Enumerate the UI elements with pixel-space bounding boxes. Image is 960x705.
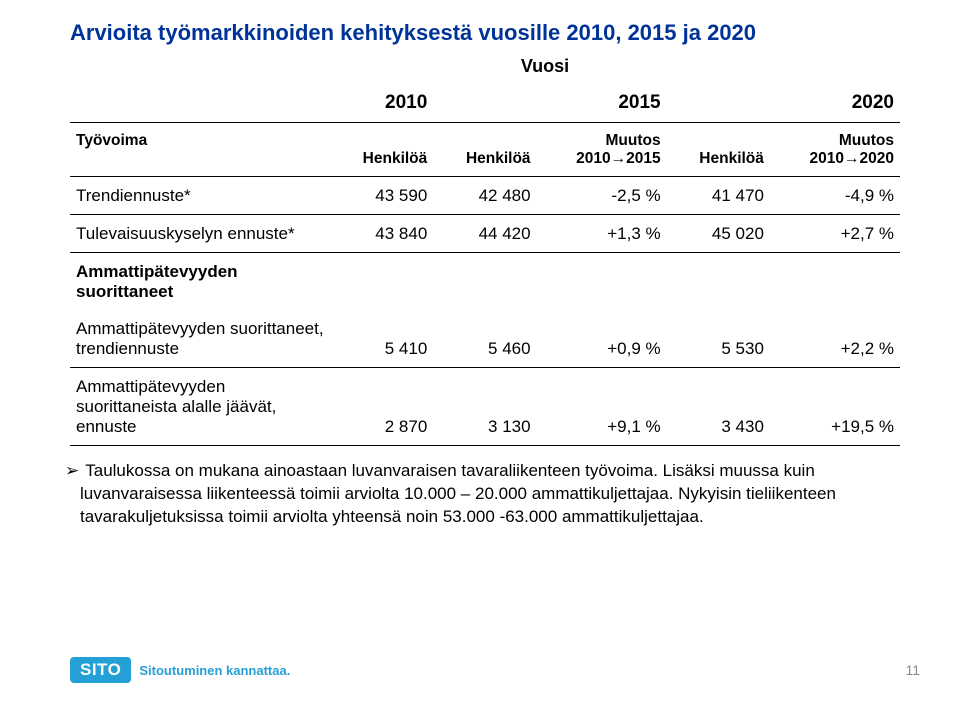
cell: +19,5 %	[770, 368, 900, 446]
footnote: ➢Taulukossa on mukana ainoastaan luvanva…	[70, 460, 900, 529]
cell: 42 480	[433, 177, 536, 215]
year-heading: Vuosi	[70, 56, 900, 77]
year-col: 2020	[667, 83, 900, 123]
col-header: Muutos 2010→2020	[770, 123, 900, 177]
col-header: Henkilöä	[667, 123, 770, 177]
row-label: Tulevaisuuskyselyn ennuste*	[70, 215, 330, 253]
year-col: 2010	[330, 83, 433, 123]
cell: +2,7 %	[770, 215, 900, 253]
bullet-arrow-icon: ➢	[65, 461, 79, 480]
cell: 43 590	[330, 177, 433, 215]
cell: +1,3 %	[537, 215, 667, 253]
forecast-table: 2010 2015 2020 Työvoima Henkilöä Henkilö…	[70, 83, 900, 446]
footnote-text: Taulukossa on mukana ainoastaan luvanvar…	[80, 461, 836, 526]
cell: 3 130	[433, 368, 536, 446]
row-label: Ammattipätevyyden suorittaneista alalle …	[70, 368, 330, 446]
cell: +2,2 %	[770, 310, 900, 368]
logo: SITO Sitoutuminen kannattaa.	[70, 657, 290, 683]
cell: 43 840	[330, 215, 433, 253]
cell: -4,9 %	[770, 177, 900, 215]
col-header: Henkilöä	[433, 123, 536, 177]
col-header: Henkilöä	[330, 123, 433, 177]
cell: +9,1 %	[537, 368, 667, 446]
year-col: 2015	[433, 83, 666, 123]
logo-badge: SITO	[70, 657, 131, 683]
cell: +0,9 %	[537, 310, 667, 368]
cell: 2 870	[330, 368, 433, 446]
cell: 41 470	[667, 177, 770, 215]
page-title: Arvioita työmarkkinoiden kehityksestä vu…	[70, 20, 900, 46]
cell: -2,5 %	[537, 177, 667, 215]
cell: 44 420	[433, 215, 536, 253]
cell: 3 430	[667, 368, 770, 446]
row-label: Trendiennuste*	[70, 177, 330, 215]
cell: 5 530	[667, 310, 770, 368]
logo-tagline: Sitoutuminen kannattaa.	[139, 663, 290, 678]
row-head: Työvoima	[70, 123, 330, 177]
col-header: Muutos 2010→2015	[537, 123, 667, 177]
cell: 5 410	[330, 310, 433, 368]
cell: 5 460	[433, 310, 536, 368]
page-number: 11	[905, 662, 920, 678]
row-label: Ammattipätevyyden suorittaneet, trendien…	[70, 310, 330, 368]
row-label: Ammattipätevyyden suorittaneet	[70, 253, 330, 311]
cell: 45 020	[667, 215, 770, 253]
